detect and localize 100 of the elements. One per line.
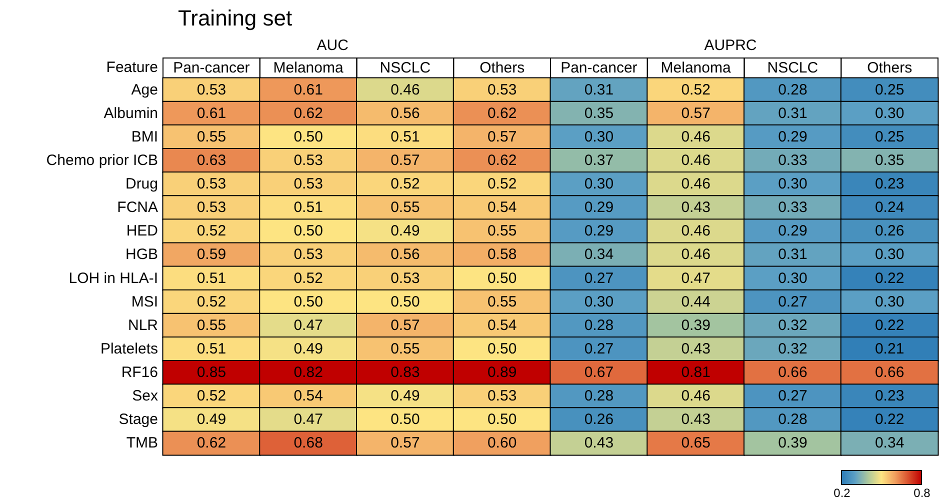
data-label: 0.54	[487, 199, 517, 216]
y-tick-label: NLR	[128, 316, 158, 334]
data-label: 0.27	[778, 388, 808, 405]
data-label: 0.52	[390, 176, 420, 193]
data-label: 0.67	[584, 364, 614, 382]
data-label: 0.46	[681, 388, 710, 405]
data-label: 0.52	[196, 388, 226, 405]
data-label: 0.58	[487, 246, 517, 264]
y-tick-label: HED	[126, 222, 158, 240]
data-label: 0.39	[778, 434, 808, 452]
y-tick-label: LOH in HLA-I	[68, 270, 158, 287]
x-tick-label: NSCLC	[767, 60, 818, 76]
x-tick-label: Pan-cancer	[560, 60, 638, 76]
data-label: 0.89	[487, 364, 517, 382]
data-label: 0.35	[874, 152, 904, 169]
y-tick-label: FCNA	[117, 199, 158, 216]
data-label: 0.60	[487, 434, 517, 452]
y-tick-label: MSI	[131, 293, 158, 310]
data-label: 0.54	[487, 316, 517, 334]
x-tick-label: NSCLC	[380, 60, 431, 76]
data-label: 0.25	[874, 128, 904, 146]
y-tick-label: Sex	[132, 388, 158, 405]
y-tick-label: Chemo prior ICB	[46, 152, 158, 169]
data-label: 0.27	[584, 340, 614, 358]
data-label: 0.39	[681, 316, 710, 334]
data-label: 0.29	[778, 128, 808, 146]
data-label: 0.50	[294, 128, 323, 146]
data-label: 0.57	[390, 434, 420, 452]
data-label: 0.55	[390, 199, 420, 216]
data-label: 0.30	[584, 176, 614, 193]
data-label: 0.61	[196, 104, 226, 122]
y-tick-label: Platelets	[100, 340, 158, 358]
x-tick-label: Melanoma	[273, 60, 344, 76]
data-label: 0.53	[294, 176, 323, 193]
data-label: 0.46	[681, 246, 710, 264]
data-label: 0.32	[778, 316, 808, 334]
color-bar-label: 0.2	[834, 486, 851, 500]
data-label: 0.46	[681, 128, 710, 146]
data-label: 0.65	[681, 434, 710, 452]
data-label: 0.55	[196, 316, 226, 334]
data-label: 0.51	[196, 340, 226, 358]
data-label: 0.62	[294, 104, 323, 122]
data-label: 0.49	[390, 388, 420, 405]
data-label: 0.22	[874, 411, 904, 428]
data-label: 0.53	[196, 81, 226, 98]
data-label: 0.30	[778, 176, 808, 193]
data-label: 0.47	[681, 270, 710, 287]
data-label: 0.68	[294, 434, 323, 452]
data-label: 0.46	[390, 81, 420, 98]
data-label: 0.28	[778, 81, 808, 98]
data-label: 0.24	[874, 199, 904, 216]
data-label: 0.21	[874, 340, 904, 358]
data-label: 0.28	[584, 316, 614, 334]
data-label: 0.55	[390, 340, 420, 358]
data-label: 0.53	[196, 199, 226, 216]
data-label: 0.29	[778, 222, 808, 240]
data-label: 0.52	[196, 222, 226, 240]
data-label: 0.53	[390, 270, 420, 287]
data-label: 0.37	[584, 152, 614, 169]
chart-title: Training set	[178, 6, 292, 30]
data-label: 0.43	[681, 411, 710, 428]
y-tick-label: Stage	[118, 411, 158, 428]
x-tick-label: Others	[480, 60, 525, 76]
data-label: 0.50	[390, 293, 420, 310]
x-tick-label: Melanoma	[660, 60, 732, 76]
data-label: 0.49	[390, 222, 420, 240]
data-label: 0.30	[584, 128, 614, 146]
data-label: 0.51	[294, 199, 323, 216]
data-label: 0.22	[874, 316, 904, 334]
data-label: 0.53	[487, 388, 517, 405]
data-label: 0.44	[681, 293, 710, 310]
data-label: 0.23	[874, 176, 904, 193]
data-label: 0.43	[681, 340, 710, 358]
y-tick-label: Drug	[125, 176, 158, 193]
data-label: 0.52	[294, 270, 323, 287]
data-label: 0.50	[487, 270, 517, 287]
data-label: 0.57	[390, 152, 420, 169]
y-tick-label: Age	[131, 81, 158, 98]
data-label: 0.30	[584, 293, 614, 310]
data-label: 0.83	[390, 364, 420, 382]
data-label: 0.43	[681, 199, 710, 216]
data-label: 0.50	[487, 411, 517, 428]
data-label: 0.46	[681, 222, 710, 240]
data-label: 0.26	[584, 411, 614, 428]
data-label: 0.53	[294, 152, 323, 169]
data-label: 0.54	[294, 388, 323, 405]
data-label: 0.50	[294, 222, 323, 240]
data-label: 0.27	[778, 293, 808, 310]
data-label: 0.66	[874, 364, 904, 382]
y-tick-label: Albumin	[104, 104, 158, 122]
data-label: 0.63	[196, 152, 226, 169]
data-label: 0.47	[294, 316, 323, 334]
data-label: 0.62	[487, 104, 517, 122]
y-tick-label: HGB	[125, 246, 158, 264]
data-label: 0.30	[874, 246, 904, 264]
data-label: 0.52	[487, 176, 517, 193]
color-bar-label: 0.8	[914, 486, 931, 500]
data-label: 0.56	[390, 246, 420, 264]
data-label: 0.29	[584, 222, 614, 240]
data-label: 0.33	[778, 152, 808, 169]
